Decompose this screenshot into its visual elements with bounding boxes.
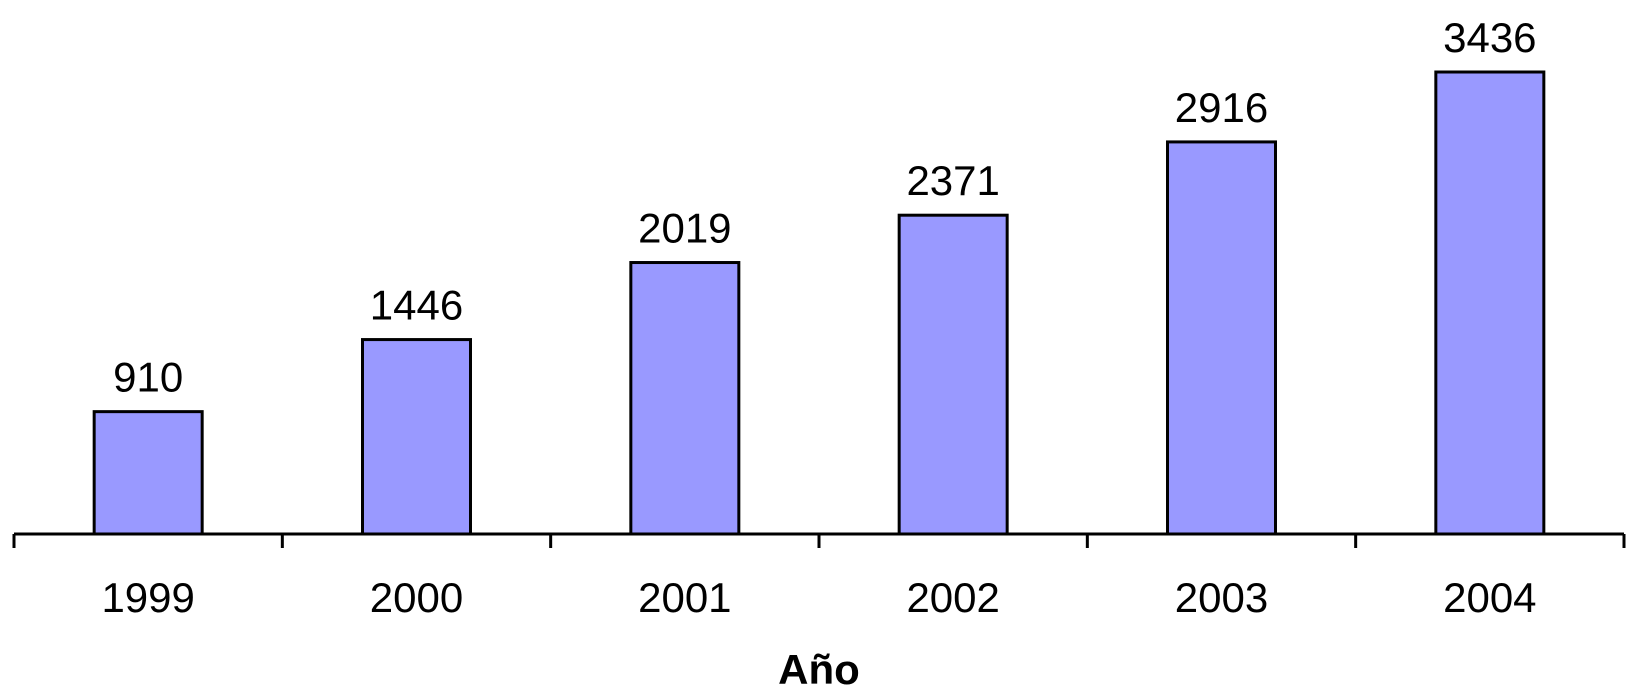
x-tick-label-2002: 2002: [906, 574, 999, 621]
bar-1999: [92, 410, 204, 536]
x-tick-label-1999: 1999: [101, 574, 194, 621]
x-tick-label-2001: 2001: [638, 574, 731, 621]
x-tick-label-2000: 2000: [370, 574, 463, 621]
data-label-2003: 2916: [1175, 84, 1268, 131]
x-tick-marks: [12, 534, 1626, 548]
x-axis-title: Año: [778, 646, 860, 692]
x-tick-labels: 1999 2000 2001 2002 2003 2004: [101, 574, 1536, 621]
x-tick-label-2003: 2003: [1175, 574, 1268, 621]
bar-2004: [1434, 70, 1546, 536]
data-label-2004: 3436: [1443, 14, 1536, 61]
bar-2001: [629, 261, 741, 536]
data-label-1999: 910: [113, 354, 183, 401]
bars-group: [92, 70, 1546, 536]
bar-2000: [361, 338, 472, 536]
data-label-2000: 1446: [370, 282, 463, 329]
data-label-2001: 2019: [638, 205, 731, 252]
x-tick-label-2004: 2004: [1443, 574, 1536, 621]
data-label-2002: 2371: [906, 157, 999, 204]
data-labels-group: 910 1446 2019 2371 2916 3436: [113, 14, 1536, 401]
bar-2003: [1166, 140, 1277, 536]
bar-2002: [897, 213, 1009, 536]
